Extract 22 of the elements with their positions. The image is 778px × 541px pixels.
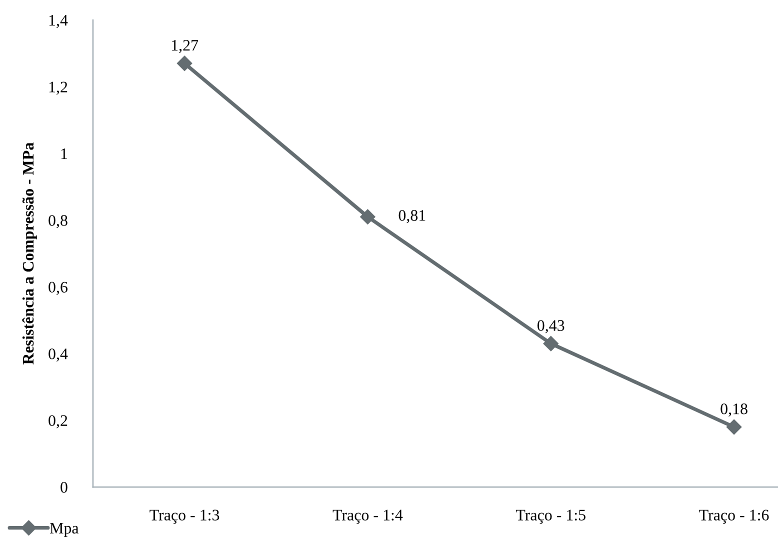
y-tick-label: 1,2 bbox=[49, 82, 68, 95]
y-axis-title: Resistência a Compressão - MPa bbox=[22, 142, 37, 364]
x-tick-label: Traço - 1:5 bbox=[516, 510, 586, 524]
data-label: 0,43 bbox=[538, 320, 564, 334]
y-tick-label: 0 bbox=[60, 482, 68, 493]
y-tick-label: 0,8 bbox=[48, 215, 68, 228]
x-tick-label: Traço - 1:3 bbox=[150, 510, 220, 524]
y-tick-label: 0,2 bbox=[48, 415, 68, 428]
point bbox=[176, 56, 192, 71]
y-tick-label: 1,4 bbox=[49, 15, 68, 28]
x-tick-label: Traço - 1:4 bbox=[332, 510, 403, 524]
data-label: 0,81 bbox=[398, 210, 426, 224]
point bbox=[726, 419, 742, 435]
y-tick-label: 1 bbox=[61, 148, 68, 159]
y-tick-label: 0,6 bbox=[48, 282, 68, 295]
data-label: 1,27 bbox=[172, 40, 198, 54]
y-tick-label: 0,4 bbox=[48, 348, 68, 362]
point bbox=[360, 209, 376, 224]
x-tick-label: Traço - 1:6 bbox=[699, 510, 769, 524]
data-label: 0,18 bbox=[720, 404, 748, 417]
point bbox=[543, 336, 558, 352]
legend-label: Mpa bbox=[50, 522, 79, 537]
